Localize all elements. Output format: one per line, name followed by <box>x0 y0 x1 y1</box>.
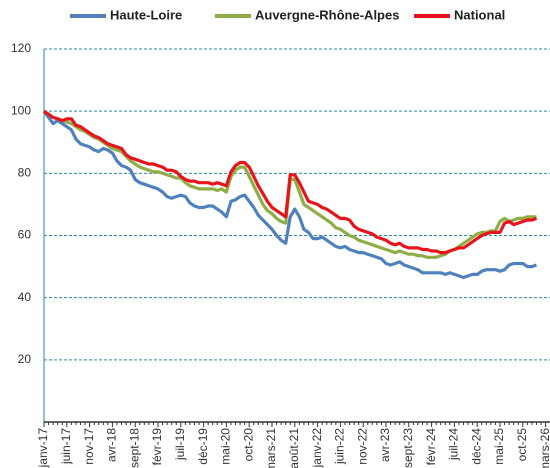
x-tick-label: mars-26 <box>538 428 550 468</box>
x-tick-label: janv-17 <box>36 428 50 468</box>
y-tick-label: 80 <box>18 166 32 180</box>
x-tick-label: juil-19 <box>173 428 187 461</box>
x-tick-label: avr-18 <box>105 428 119 462</box>
x-tick-label: janv-22 <box>310 428 324 468</box>
legend-label: National <box>454 7 505 22</box>
x-tick-label: déc-24 <box>469 428 483 465</box>
x-tick-label: oct-20 <box>241 428 255 462</box>
y-tick-label: 120 <box>11 41 31 55</box>
x-tick-label: mars-21 <box>264 428 278 468</box>
x-tick-label: juil-24 <box>447 428 461 461</box>
x-tick-label: oct-25 <box>515 428 529 462</box>
x-tick-label: août-21 <box>287 428 301 468</box>
x-tick-label: sept-18 <box>127 428 141 468</box>
series-line <box>42 110 538 280</box>
x-tick-label: mai-25 <box>492 428 506 465</box>
y-tick-label: 40 <box>18 290 32 304</box>
x-tick-label: févr-24 <box>424 428 438 466</box>
x-tick-label: avr-23 <box>378 428 392 462</box>
legend-label: Auvergne-Rhône-Alpes <box>255 7 399 22</box>
y-tick-label: 100 <box>11 103 31 117</box>
x-tick-label: févr-19 <box>150 428 164 466</box>
x-tick-label: juin-22 <box>333 428 347 465</box>
y-tick-label: 60 <box>18 228 32 242</box>
x-tick-label: mai-20 <box>219 428 233 465</box>
series-line <box>43 109 538 255</box>
y-tick-label: 20 <box>18 352 32 366</box>
x-tick-label: juin-17 <box>59 428 73 465</box>
x-tick-label: nov-22 <box>355 428 369 465</box>
x-tick-label: sept-23 <box>401 428 415 468</box>
x-tick-label: nov-17 <box>82 428 96 465</box>
legend-label: Haute-Loire <box>110 7 182 22</box>
x-tick-label: déc-19 <box>196 428 210 465</box>
